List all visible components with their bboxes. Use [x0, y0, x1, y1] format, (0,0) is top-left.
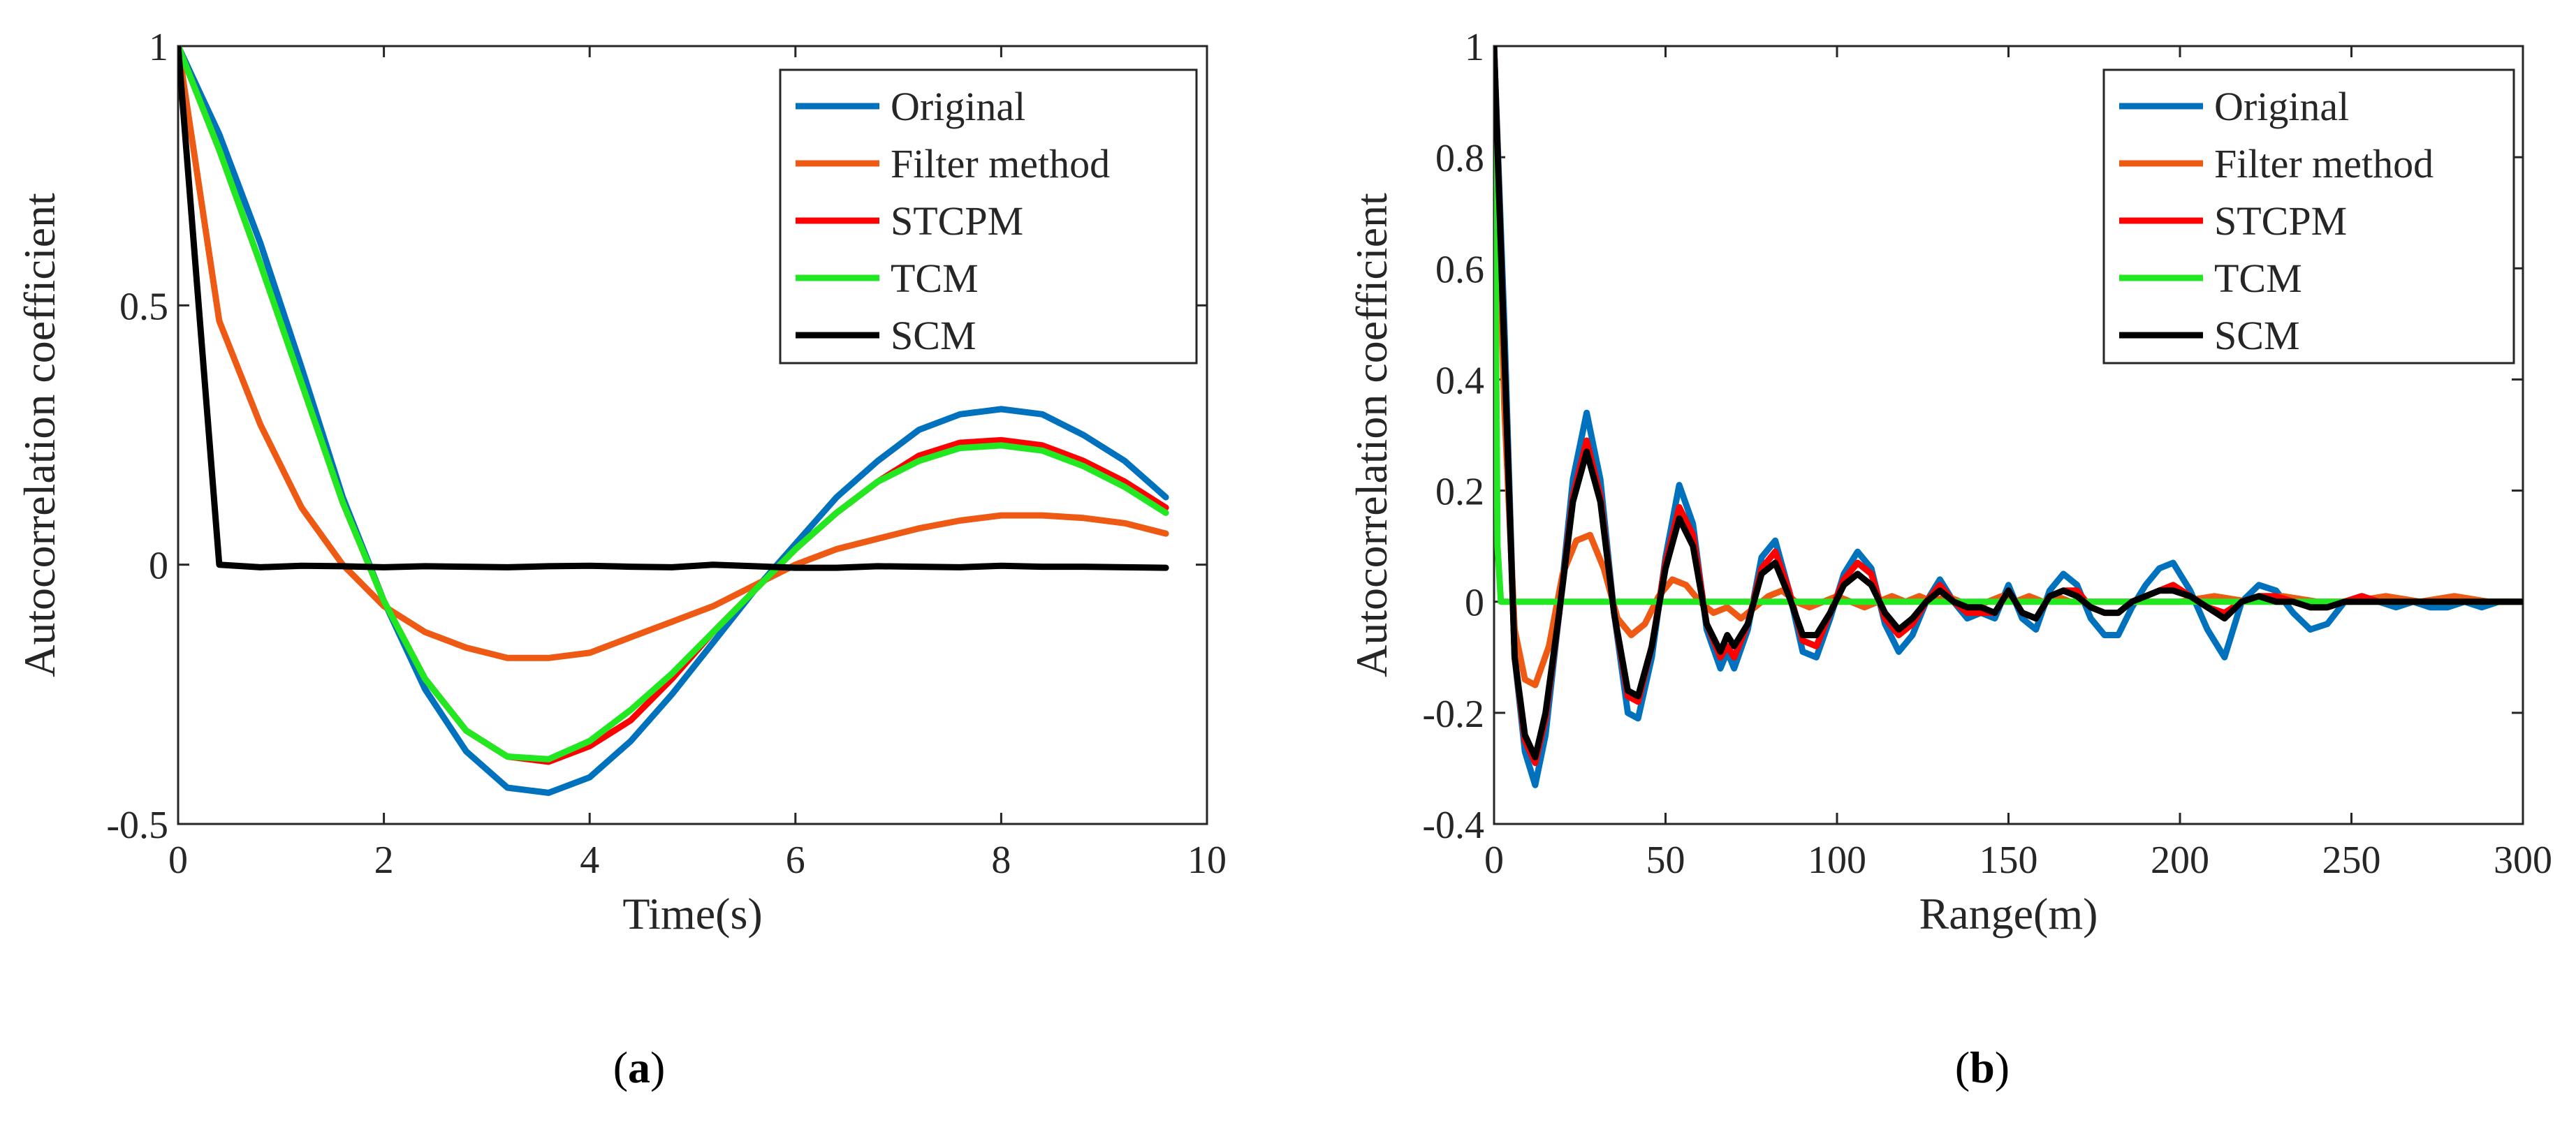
series-group	[1494, 46, 2523, 788]
legend-label-scm: SCM	[891, 313, 976, 358]
x-tick-label: 200	[2151, 839, 2209, 882]
caption-letter: b	[1970, 1043, 1995, 1092]
legend-box	[779, 68, 1198, 364]
y-tick-label: 1	[1465, 26, 1484, 69]
y-tick-label: 0	[1465, 582, 1484, 625]
y-tick-label: 0.6	[1435, 248, 1484, 291]
legend-label-filter-method: Filter method	[891, 141, 1110, 186]
caption-close-paren: )	[1995, 1043, 2010, 1092]
x-tick-label: 4	[580, 839, 599, 882]
legend-label-filter-method: Filter method	[2214, 141, 2434, 186]
legend-label-scm: SCM	[2214, 313, 2300, 358]
x-tick-label: 0	[1484, 839, 1504, 882]
y-axis-label: Autocorrelation coefficient	[1347, 193, 1396, 677]
legend-label-tcm: TCM	[2214, 256, 2302, 301]
series-line-scm	[178, 46, 1169, 571]
panel-caption: (a)	[613, 1043, 666, 1092]
x-axis-label: Range(m)	[1919, 889, 2098, 938]
y-axis-label: Autocorrelation coefficient	[15, 193, 64, 677]
y-tick-label: -0.2	[1422, 693, 1484, 736]
legend: Original Filter method STCPM TCM SCM	[779, 68, 1198, 364]
x-tick-label: 2	[374, 839, 394, 882]
panel-caption: (b)	[1955, 1043, 2010, 1092]
x-tick-label: 0	[168, 839, 188, 882]
x-tick-label: 6	[786, 839, 805, 882]
series-group	[178, 46, 1169, 796]
y-tick-label: 1	[149, 26, 168, 69]
legend-label-tcm: TCM	[891, 256, 979, 301]
legend-box	[2102, 68, 2515, 364]
caption-close-paren: )	[650, 1043, 665, 1092]
x-tick-label: 250	[2322, 839, 2381, 882]
legend-label-stcpm: STCPM	[2214, 198, 2347, 244]
legend-label-original: Original	[891, 84, 1025, 129]
x-tick-label: 10	[1187, 839, 1227, 882]
chart-panel-b: 0 50 100 150 200 250 300 -0.4 -0.2 0 0.2 0.4 0.6 0.8 1…	[1347, 26, 2552, 1092]
legend-label-original: Original	[2214, 84, 2349, 129]
x-tick-label: 300	[2494, 839, 2552, 882]
legend-label-stcpm: STCPM	[891, 198, 1023, 244]
x-axis-label: Time(s)	[622, 889, 762, 938]
y-tick-label: 0.8	[1435, 137, 1484, 180]
caption-open-paren: (	[1955, 1043, 1970, 1092]
x-tick-label: 150	[1979, 839, 2038, 882]
caption-letter: a	[628, 1043, 650, 1092]
y-tick-label: 0.4	[1435, 359, 1484, 402]
x-tick-label: 50	[1646, 839, 1685, 882]
y-tick-label: -0.4	[1422, 804, 1484, 847]
y-tick-label: 0	[149, 545, 168, 588]
x-tick-label: 100	[1808, 839, 1866, 882]
series-line-scm	[1494, 46, 2523, 760]
legend: Original Filter method STCPM TCM SCM	[2102, 68, 2515, 364]
x-tick-label: 8	[991, 839, 1011, 882]
caption-open-paren: (	[613, 1043, 628, 1092]
y-tick-label: -0.5	[106, 804, 168, 847]
series-line-tcm	[178, 46, 1169, 763]
y-tick-label: 0.5	[119, 285, 168, 328]
y-tick-label: 0.2	[1435, 471, 1484, 514]
